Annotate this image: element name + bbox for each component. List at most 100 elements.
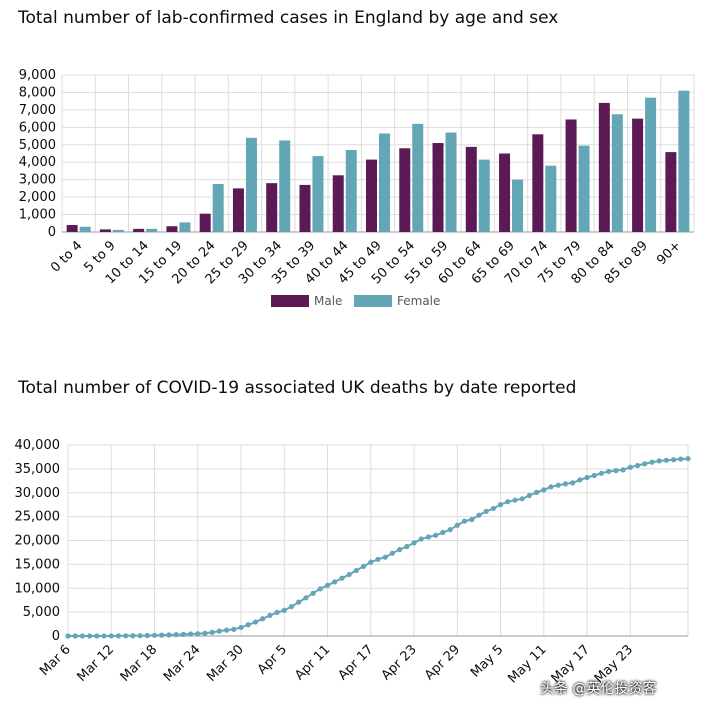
data-point — [534, 489, 540, 495]
data-point — [173, 632, 179, 638]
data-point — [224, 627, 230, 633]
bar-female — [379, 133, 390, 232]
data-point — [209, 629, 215, 635]
data-point — [303, 595, 309, 601]
data-point — [353, 567, 359, 574]
x-tick-label: Mar 6 — [37, 642, 74, 679]
watermark-text: 头条 @英伦投资客 — [540, 681, 657, 697]
x-tick-label: Apr 11 — [292, 642, 333, 683]
data-point — [375, 556, 381, 562]
chart-title-cases: Total number of lab-confirmed cases in E… — [18, 8, 559, 28]
data-point — [440, 529, 446, 536]
data-point — [108, 633, 114, 639]
bar-male — [166, 226, 178, 232]
bar-female — [279, 140, 291, 232]
data-point — [548, 484, 554, 490]
bar-male — [66, 225, 78, 232]
x-tick-label: 0 to 4 — [48, 238, 85, 275]
y-tick-label: 8,000 — [19, 85, 56, 100]
data-point — [159, 632, 165, 638]
y-tick-label: 0 — [52, 629, 60, 644]
data-point — [541, 487, 547, 493]
cases-bar-chart: 0 1,000 2,000 3,000 4,000 5,000 6,000 7,000 8,00… — [19, 68, 695, 308]
data-point — [685, 456, 691, 462]
bar-male — [133, 228, 145, 232]
data-point — [591, 472, 597, 479]
bar-male — [565, 119, 577, 232]
data-point — [180, 631, 186, 638]
data-point — [195, 631, 201, 637]
data-point — [123, 633, 129, 639]
data-point — [649, 459, 655, 465]
legend-swatch-male — [271, 295, 309, 307]
x-tick-label: Mar 30 — [204, 642, 247, 685]
bar-female — [645, 97, 657, 232]
bar-male — [532, 134, 544, 232]
data-point — [411, 540, 417, 546]
bar-female — [412, 123, 424, 232]
y-tick-label: 7,000 — [19, 103, 56, 118]
data-point — [425, 534, 432, 540]
data-point — [497, 502, 504, 508]
data-point — [663, 457, 669, 463]
y-tick-label: 0 — [48, 225, 56, 240]
bar-male — [232, 188, 244, 232]
bar-male — [332, 175, 344, 232]
data-point — [606, 468, 612, 475]
data-point — [346, 571, 352, 578]
data-point — [562, 481, 569, 487]
bar-male — [399, 148, 411, 232]
data-point — [397, 546, 403, 553]
data-point — [324, 582, 331, 588]
bar-female — [578, 145, 590, 232]
data-point — [332, 579, 338, 585]
x-tick-label: Mar 18 — [118, 642, 161, 685]
data-point — [505, 499, 511, 505]
bar-female — [478, 159, 490, 232]
data-point — [187, 631, 194, 637]
bar-male — [598, 102, 610, 233]
y-tick-label: 6,000 — [19, 120, 56, 135]
data-point — [433, 532, 439, 538]
data-point — [519, 496, 525, 502]
bar-female — [312, 156, 324, 232]
bar-female — [512, 179, 524, 232]
data-point — [461, 518, 468, 524]
data-point — [656, 458, 662, 464]
data-point — [570, 480, 576, 486]
data-point — [490, 505, 496, 512]
bar-female — [545, 165, 557, 232]
data-point — [281, 607, 287, 613]
bar-female — [245, 137, 257, 232]
y-tick-label: 2,000 — [19, 190, 56, 205]
y-tick-label: 4,000 — [19, 155, 56, 170]
bar-female — [112, 229, 124, 232]
y-tick-label: 40,000 — [15, 438, 61, 453]
y-tick-label: 30,000 — [15, 486, 61, 501]
bar-male — [366, 159, 377, 232]
data-point — [627, 464, 633, 470]
bar-female — [79, 226, 91, 232]
x-tick-label: May 5 — [468, 642, 506, 680]
data-point — [288, 603, 295, 610]
y-tick-label: 15,000 — [15, 557, 61, 572]
data-point — [274, 609, 280, 616]
data-point — [389, 550, 396, 556]
data-point — [94, 633, 100, 639]
data-point — [115, 633, 122, 639]
deaths-line-chart: 0 5,000 10,000 15,000 20,000 25,000 30,000 35,0… — [15, 438, 691, 686]
data-point — [634, 462, 641, 469]
data-point — [65, 633, 71, 639]
data-point — [476, 512, 482, 518]
bar-male — [99, 229, 111, 232]
data-point — [620, 467, 626, 473]
data-point — [678, 456, 684, 462]
data-point — [584, 474, 590, 481]
data-point — [231, 626, 237, 632]
y-tick-label: 25,000 — [15, 510, 61, 525]
bar-male — [632, 118, 644, 232]
y-tick-label: 35,000 — [15, 462, 61, 477]
x-tick-label: 90+ — [654, 238, 684, 268]
x-tick-label: Apr 29 — [422, 642, 463, 683]
bar-male — [266, 183, 278, 232]
